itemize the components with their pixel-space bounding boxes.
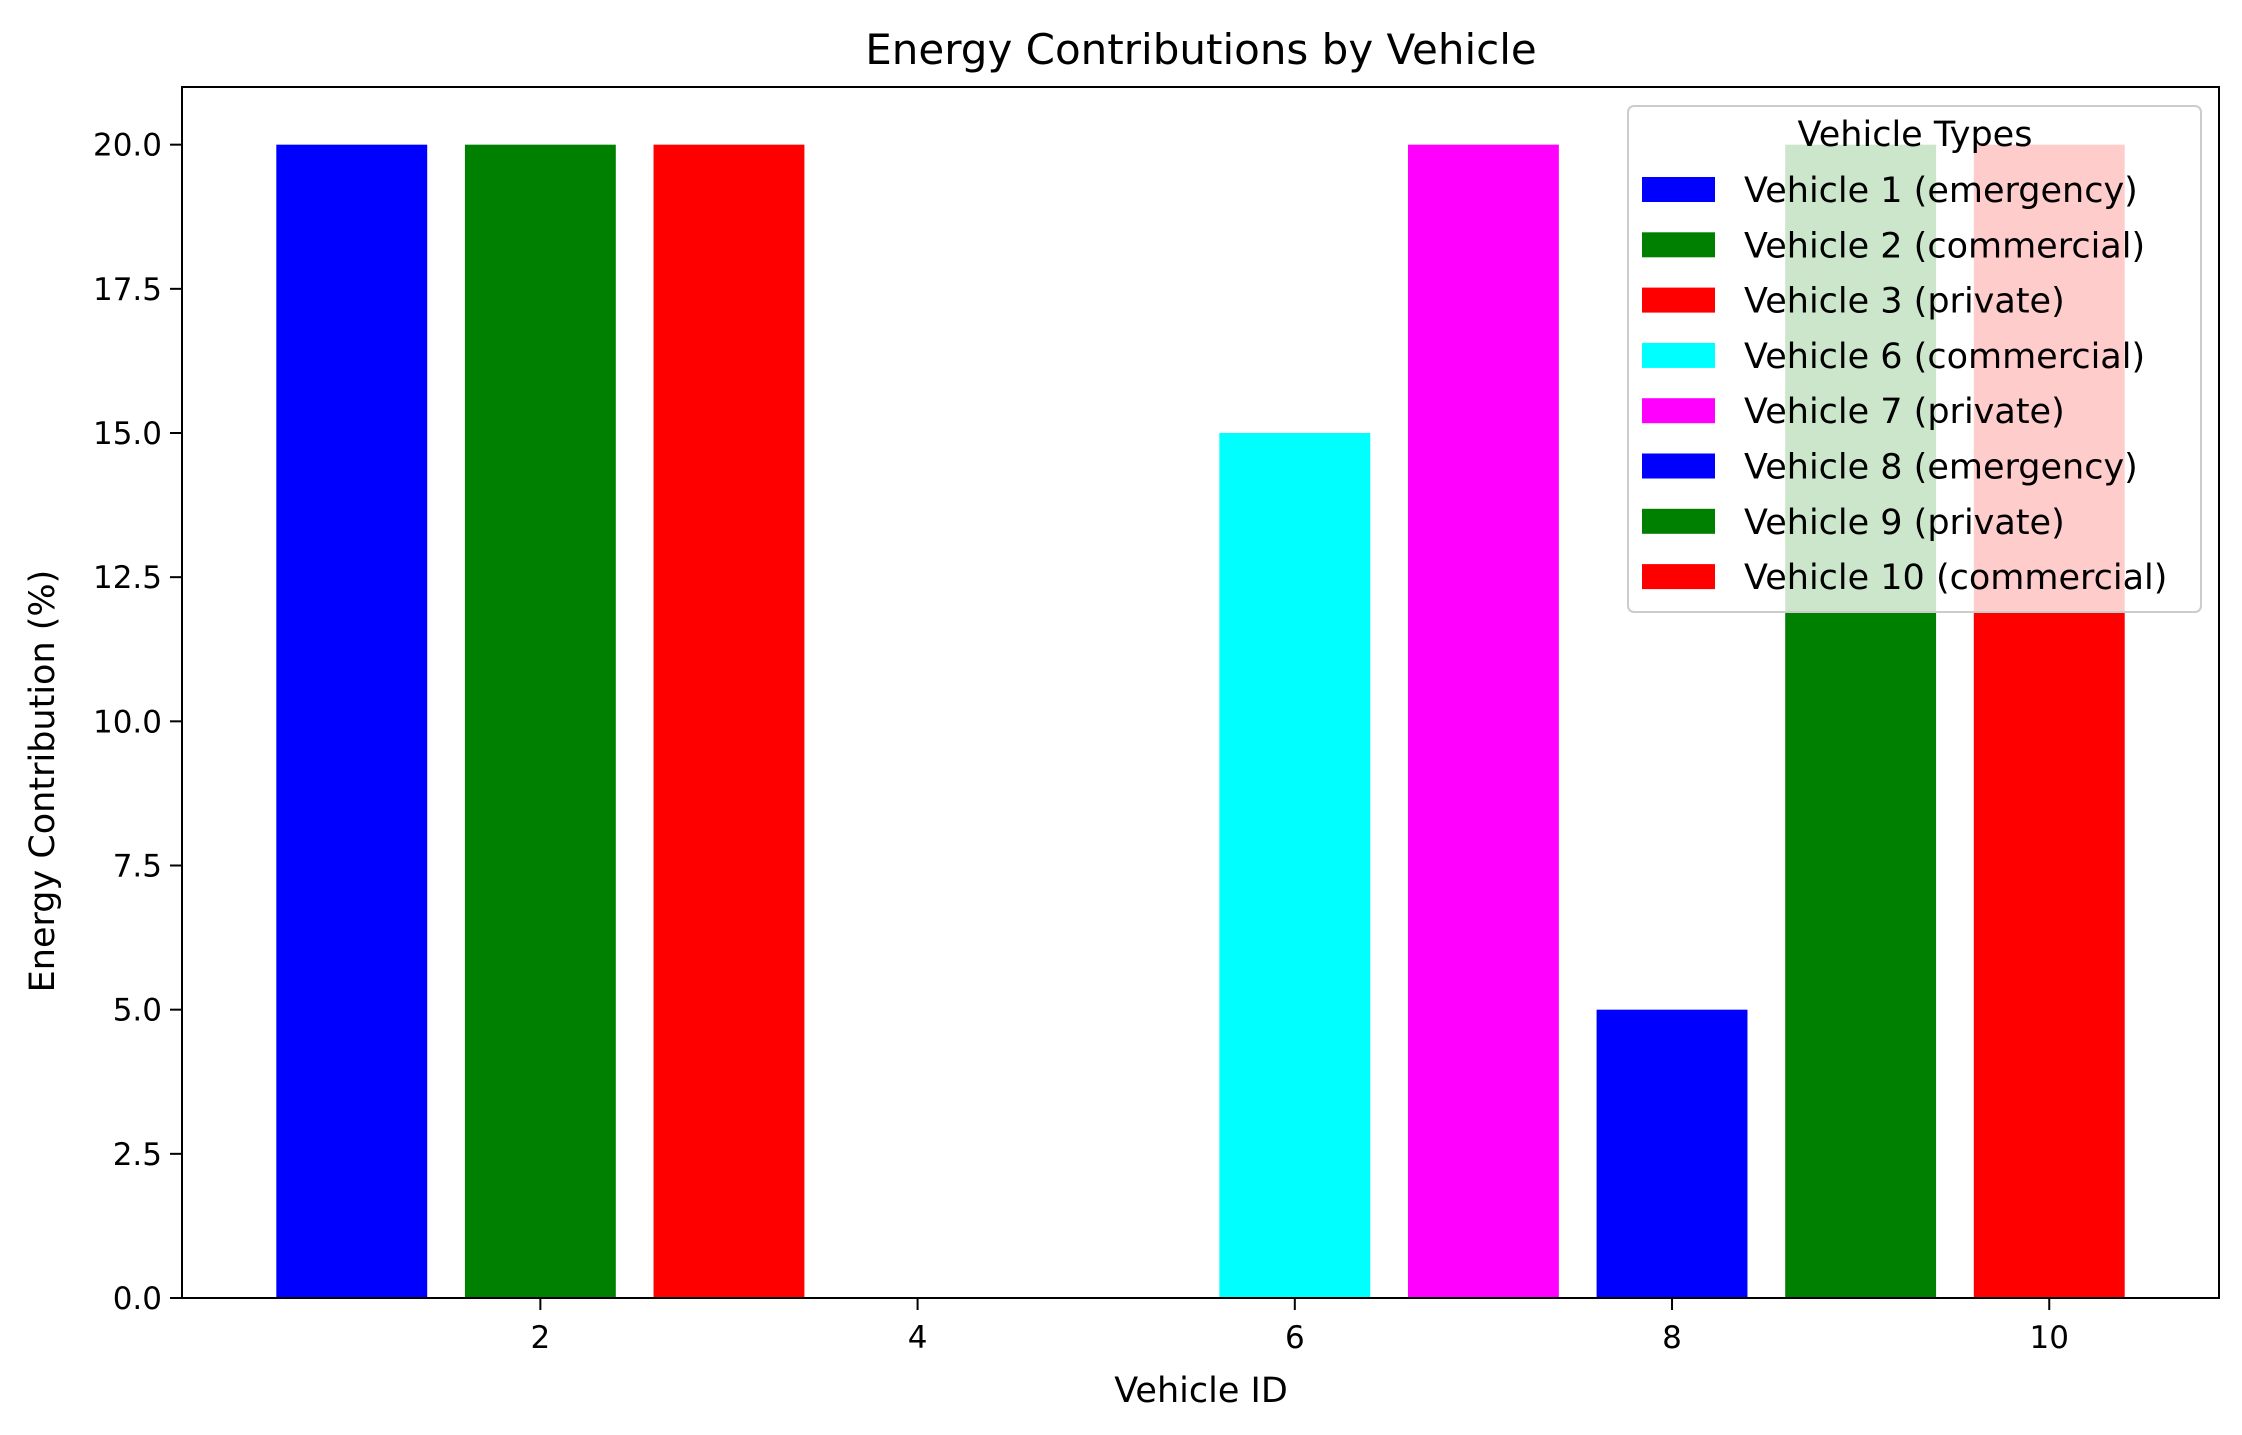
legend-swatch	[1642, 287, 1715, 313]
plot-frame	[181, 86, 2220, 1299]
legend-swatch	[1642, 177, 1715, 202]
x-tick-label: 10	[2030, 1320, 2069, 1356]
bars-layer	[276, 144, 2125, 1299]
y-tick-label: 17.5	[93, 272, 162, 308]
legend-frame	[1627, 105, 2202, 613]
legend-label: Vehicle 8 (emergency)	[1744, 448, 2138, 488]
chart-title: Energy Contributions by Vehicle	[865, 25, 1536, 74]
legend-title: Vehicle Types	[1798, 115, 2033, 155]
legend-label: Vehicle 6 (commercial)	[1744, 337, 2145, 377]
bar-vehicle-1	[276, 144, 428, 1299]
legend-swatch	[1642, 453, 1715, 479]
legend-label: Vehicle 10 (commercial)	[1744, 558, 2167, 598]
y-tick-label: 20.0	[93, 128, 162, 164]
x-tick-label: 2	[530, 1320, 550, 1356]
bar-vehicle-8	[1596, 1009, 1748, 1298]
y-axis-label: Energy Contribution (%)	[23, 570, 63, 993]
legend-swatch	[1642, 508, 1715, 534]
legend-label: Vehicle 1 (emergency)	[1744, 171, 2138, 211]
bar-vehicle-6	[1219, 433, 1371, 1298]
legend-label: Vehicle 2 (commercial)	[1744, 226, 2145, 266]
y-tick-label: 0.0	[113, 1281, 162, 1317]
y-tick-label: 15.0	[93, 416, 162, 452]
y-tick-label: 10.0	[93, 704, 162, 740]
legend-entries: Vehicle 1 (emergency) Vehicle 2 (commerci…	[1642, 171, 2167, 598]
y-tick-label: 7.5	[113, 849, 162, 885]
legend-label: Vehicle 9 (private)	[1744, 503, 2065, 543]
legend-label: Vehicle 3 (private)	[1744, 282, 2065, 322]
axes-layer: 2 4 6 8 10 0.0 2.5 5.0 7.5 10.0 12.5 15.0 17.5 20.0	[93, 86, 2220, 1356]
legend-swatch	[1642, 564, 1715, 590]
x-tick-label: 8	[1662, 1320, 1682, 1356]
y-tick-label: 5.0	[113, 993, 162, 1029]
legend: Vehicle Types Vehicle 1 (emergency)Vehic…	[1627, 105, 2202, 613]
legend-swatch	[1642, 398, 1715, 424]
x-axis-label: Vehicle ID	[1114, 1371, 1288, 1411]
legend-swatch	[1642, 342, 1715, 368]
x-tick-label: 4	[908, 1320, 928, 1356]
x-tick-label: 6	[1285, 1320, 1305, 1356]
legend-label: Vehicle 7 (private)	[1744, 392, 2065, 432]
legend-swatch	[1642, 232, 1715, 258]
bar-vehicle-3	[653, 144, 805, 1299]
bar-vehicle-2	[464, 144, 616, 1299]
bar-vehicle-7	[1407, 144, 1559, 1299]
y-tick-label: 12.5	[93, 560, 162, 596]
y-tick-label: 2.5	[113, 1137, 162, 1173]
